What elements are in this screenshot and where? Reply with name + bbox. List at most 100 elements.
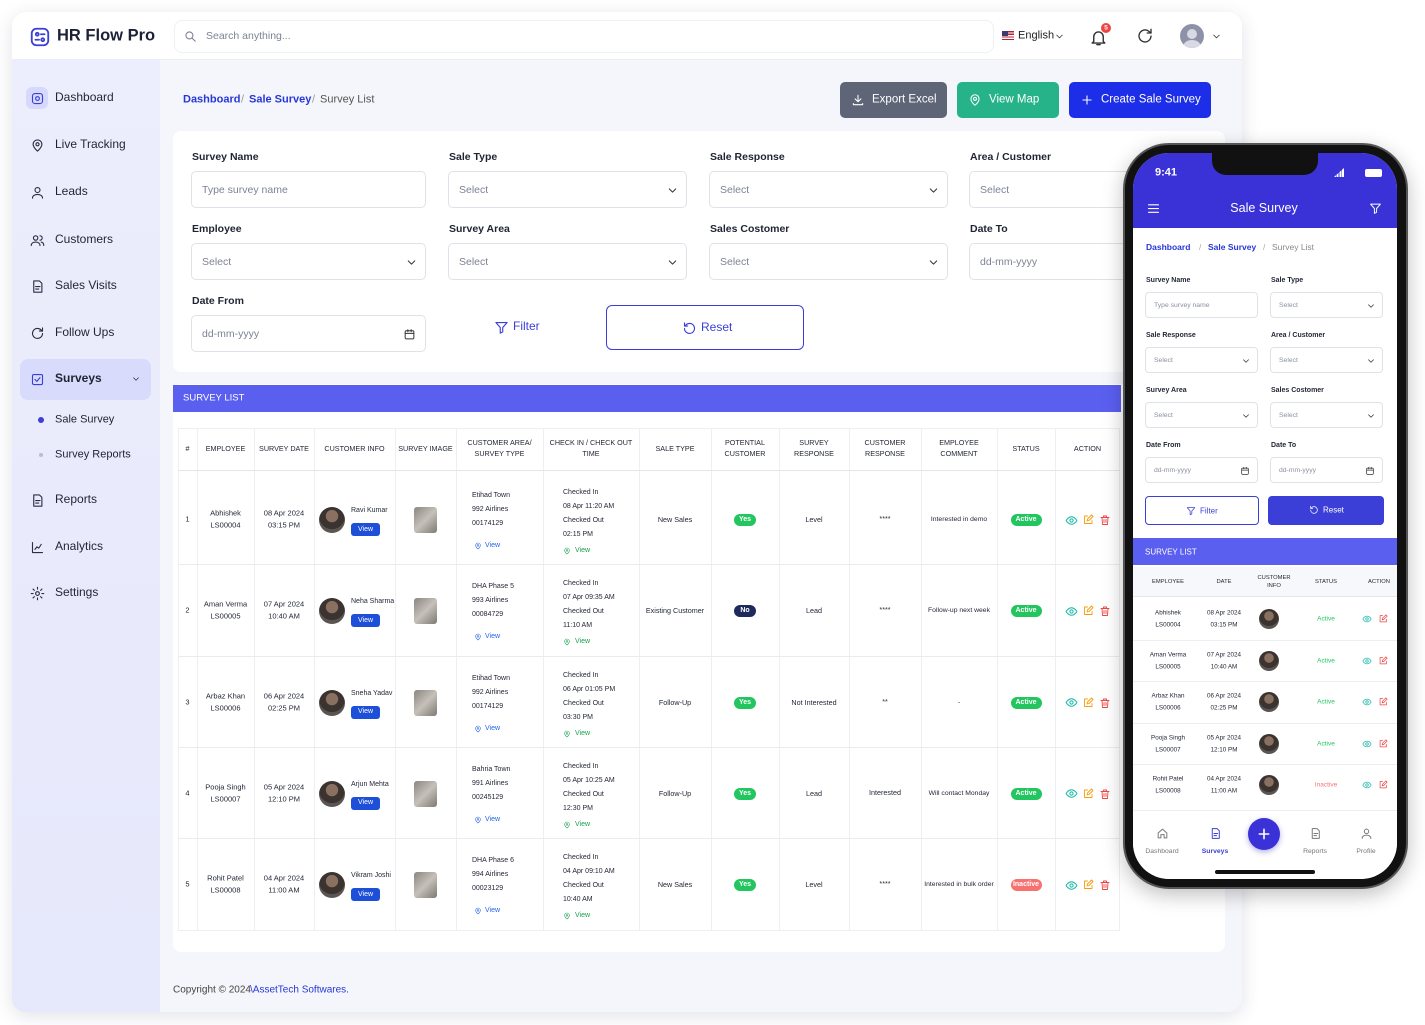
phone-edit-action[interactable] [1378, 738, 1388, 749]
phone-reset-button[interactable]: Reset [1268, 496, 1384, 525]
delete-action[interactable] [1099, 788, 1111, 800]
view-button[interactable]: View [351, 796, 380, 810]
phone-view-action[interactable] [1362, 780, 1372, 790]
phone-breadcrumb[interactable]: Dashboard [1146, 242, 1191, 253]
phone-filter-input[interactable]: Select [1145, 347, 1258, 373]
phone-view-action[interactable] [1362, 739, 1372, 749]
view-action[interactable] [1065, 787, 1078, 800]
phone-view-action[interactable] [1362, 697, 1372, 707]
edit-action[interactable] [1082, 788, 1094, 800]
phone-filter-input[interactable]: Select [1270, 402, 1383, 428]
nav-label[interactable]: Profile [1356, 848, 1376, 856]
delete-action[interactable] [1099, 514, 1111, 526]
phone-filter-input[interactable]: Select [1270, 292, 1383, 318]
check-in-label: Checked In [563, 762, 599, 770]
view-action[interactable] [1065, 605, 1078, 618]
phone-breadcrumb[interactable]: Sale Survey [1208, 242, 1257, 253]
phone-filter-button[interactable]: Filter [1145, 496, 1259, 525]
sidebar-item[interactable]: Dashboard [55, 90, 114, 105]
filter-input[interactable]: Type survey name [191, 171, 426, 208]
edit-action[interactable] [1082, 514, 1094, 526]
filter-input[interactable]: Select [191, 243, 426, 280]
filter-input[interactable]: Select [448, 171, 687, 208]
user-avatar[interactable] [1180, 24, 1204, 48]
delete-action[interactable] [1099, 697, 1111, 709]
nav-icon[interactable] [1209, 827, 1222, 840]
time-view[interactable]: View [575, 729, 591, 737]
phone-view-action[interactable] [1362, 614, 1372, 624]
action-button[interactable]: Export Excel [840, 82, 947, 118]
view-action[interactable] [1065, 514, 1078, 527]
menu-icon[interactable] [1146, 201, 1161, 216]
phone-filter-icon[interactable] [1369, 202, 1382, 215]
filter-input[interactable]: Select [709, 171, 948, 208]
phone-edit-action[interactable] [1378, 614, 1388, 624]
nav-label[interactable]: Dashboard [1145, 848, 1179, 856]
sidebar-item[interactable]: Live Tracking [55, 137, 126, 152]
phone-edit-action[interactable] [1378, 697, 1388, 707]
filter-button[interactable]: Filter [513, 319, 540, 334]
action-button[interactable]: View Map [957, 82, 1059, 118]
nav-label[interactable]: Reports [1303, 848, 1327, 856]
time-view[interactable]: View [575, 546, 591, 554]
phone-filter-input[interactable]: Type survey name [1145, 292, 1258, 318]
breadcrumb-link[interactable]: Sale Survey [249, 93, 312, 106]
sidebar-item[interactable]: Customers [55, 232, 114, 247]
view-button[interactable]: View [351, 888, 380, 902]
reset-button[interactable]: Reset [606, 305, 804, 350]
edit-action[interactable] [1082, 605, 1094, 617]
phone-edit-action[interactable] [1378, 655, 1388, 666]
action-button[interactable]: Create Sale Survey [1069, 82, 1211, 118]
time-view[interactable]: View [575, 820, 591, 828]
filter-input[interactable]: Select [448, 243, 687, 280]
table-header: CHECK IN / CHECK OUT TIME [549, 438, 633, 458]
filter-input[interactable]: dd-mm-yyyy [191, 315, 426, 352]
phone-view-action[interactable] [1362, 656, 1372, 666]
sidebar-item[interactable]: Surveys [55, 371, 102, 386]
area-view[interactable]: View [485, 907, 501, 915]
nav-icon[interactable] [1156, 827, 1169, 840]
filter-input[interactable]: Select [709, 243, 948, 280]
breadcrumb-link[interactable]: Dashboard [183, 93, 241, 106]
check-in-time: 07 Apr 09:35 AM [563, 594, 615, 602]
sidebar-item[interactable]: Follow Ups [55, 325, 115, 340]
area-view[interactable]: View [485, 815, 501, 823]
nav-icon[interactable] [1360, 827, 1373, 840]
view-action[interactable] [1065, 879, 1078, 892]
phone-filter-input[interactable]: dd-mm-yyyy [1270, 457, 1383, 483]
phone-edit-action[interactable] [1378, 780, 1388, 790]
add-button[interactable] [1248, 818, 1280, 850]
view-button[interactable]: View [351, 523, 380, 536]
view-action[interactable] [1065, 696, 1078, 709]
edit-action[interactable] [1082, 697, 1094, 709]
time-view[interactable]: View [575, 912, 591, 920]
sidebar-item[interactable]: Reports [55, 492, 98, 507]
check-in-label: Checked In [563, 580, 599, 588]
area-view[interactable]: View [485, 633, 501, 641]
area-view[interactable]: View [485, 724, 501, 732]
area-view[interactable]: View [485, 541, 501, 549]
time-view[interactable]: View [575, 638, 591, 646]
phone-filter-input[interactable]: Select [1145, 402, 1258, 428]
sidebar-item[interactable]: Analytics [55, 539, 104, 554]
nav-label[interactable]: Surveys [1201, 848, 1229, 856]
sidebar-subitem[interactable]: Sale Survey [55, 413, 115, 426]
footer-link[interactable]: \AssetTech Softwares. [250, 984, 349, 996]
delete-action[interactable] [1099, 605, 1111, 617]
view-button[interactable]: View [351, 614, 380, 628]
view-button[interactable]: View [351, 705, 380, 719]
sync-icon[interactable] [1136, 27, 1154, 45]
sidebar-item[interactable]: Leads [55, 184, 88, 199]
delete-action[interactable] [1099, 879, 1111, 891]
phone-filter-input[interactable]: dd-mm-yyyy [1145, 457, 1258, 483]
nav-icon[interactable] [1309, 827, 1322, 840]
potential-badge: No [734, 605, 756, 618]
sidebar-item[interactable]: Settings [55, 585, 99, 600]
sidebar-item[interactable]: Sales Visits [55, 278, 117, 293]
language[interactable]: English [1018, 29, 1055, 42]
sidebar-subitem[interactable]: Survey Reports [55, 448, 131, 461]
bell-icon[interactable] [1089, 28, 1108, 47]
phone-filter-input[interactable]: Select [1270, 347, 1383, 373]
search-box[interactable] [174, 20, 994, 53]
edit-action[interactable] [1082, 879, 1094, 891]
